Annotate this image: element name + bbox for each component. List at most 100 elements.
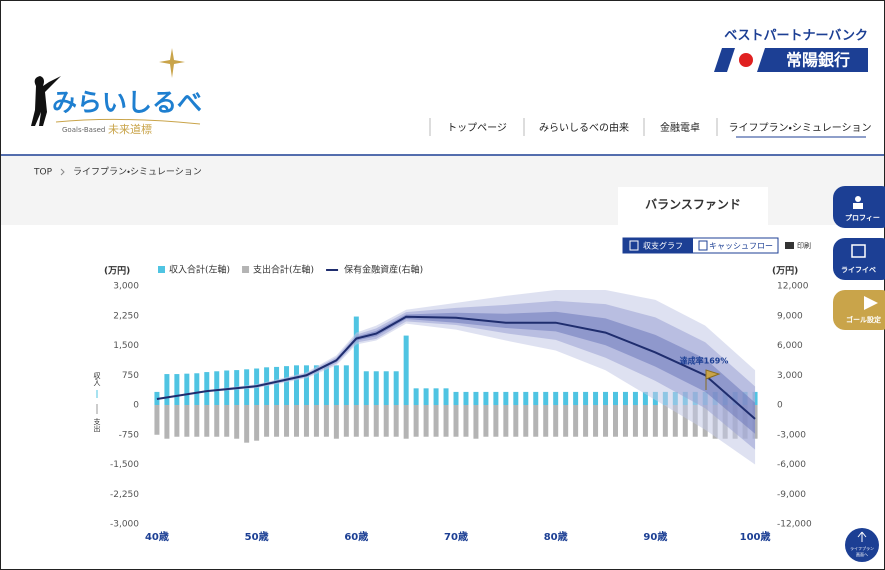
y-tick-label: 0 — [133, 401, 139, 411]
legend-label: 保有金融資産(右軸) — [344, 264, 423, 276]
bar — [174, 405, 179, 437]
y-tick-label: -750 — [119, 430, 140, 440]
icon — [855, 196, 861, 202]
y-tick-label: 750 — [122, 371, 139, 381]
bar — [184, 374, 189, 405]
bar — [503, 405, 508, 437]
bar — [463, 405, 468, 437]
bar — [384, 371, 389, 405]
bar — [593, 405, 598, 437]
bar — [354, 317, 359, 405]
screen: みらいしるべ Goals-Based 未来道標 ベストパートナーバンク 常陽銀行… — [0, 0, 885, 570]
bar — [643, 405, 648, 437]
icon — [853, 203, 863, 209]
nav-link[interactable]: トップページ — [447, 122, 507, 134]
bar — [364, 405, 369, 437]
breadcrumb-current: ライフプラン・シミュレーション — [73, 167, 202, 178]
bar — [663, 405, 668, 437]
bar — [304, 365, 309, 405]
nav-link[interactable]: みらいしるべの由来 — [539, 121, 629, 134]
bar — [174, 374, 179, 405]
toggle-label[interactable]: キャッシュフロー — [709, 242, 773, 251]
bar — [414, 405, 419, 437]
bar — [404, 405, 409, 439]
annotation: 達成率169% — [680, 356, 729, 366]
bar — [623, 405, 628, 437]
y2-tick-label: -12,000 — [777, 520, 812, 530]
bar — [334, 365, 339, 405]
bar — [164, 405, 169, 439]
bar — [563, 392, 568, 405]
bar — [623, 392, 628, 405]
toggle-label[interactable]: 収支グラフ — [643, 241, 683, 251]
y-tick-label: -1,500 — [110, 460, 139, 470]
y-tick-label: -2,250 — [110, 490, 139, 500]
bar — [454, 405, 459, 437]
y-tick-label: 2,250 — [113, 311, 139, 321]
bar — [204, 372, 209, 405]
nav-link[interactable]: 金融電卓 — [660, 121, 700, 134]
bar — [493, 392, 498, 405]
y2-tick-label: 9,000 — [777, 311, 803, 321]
bar — [473, 405, 478, 439]
bar — [434, 405, 439, 437]
bar — [274, 405, 279, 437]
bar — [284, 366, 289, 405]
x-tick-label: 90歳 — [643, 530, 667, 543]
bar — [543, 392, 548, 405]
bar — [553, 405, 558, 437]
bar — [394, 371, 399, 405]
bar — [334, 405, 339, 439]
bar — [194, 373, 199, 405]
print-icon[interactable] — [785, 242, 794, 249]
legend-label: 収入合計(左軸) — [169, 264, 230, 276]
back-to-top-label[interactable]: 画面へ — [856, 552, 868, 557]
side-label[interactable]: ライフイベ — [841, 266, 876, 274]
bank-name[interactable]: 常陽銀行 — [786, 51, 850, 70]
bar — [434, 388, 439, 405]
legend-swatch — [242, 266, 249, 273]
x-tick-label: 80歳 — [544, 530, 568, 543]
tab-label[interactable]: バランスファンド — [645, 198, 741, 212]
x-tick-label: 100歳 — [740, 530, 771, 543]
logo-sub-en: Goals-Based — [62, 126, 105, 134]
y2-tick-label: -6,000 — [777, 460, 806, 470]
bar — [613, 405, 618, 437]
bar — [633, 405, 638, 437]
nav-link-active[interactable]: ライフプラン・シミュレーション — [729, 122, 872, 134]
bar — [463, 392, 468, 405]
side-button[interactable] — [833, 290, 885, 330]
bar — [553, 392, 558, 405]
side-label[interactable]: プロフィー — [845, 213, 880, 222]
bar — [314, 405, 319, 437]
back-to-top-label[interactable]: ライフプラン — [850, 545, 874, 551]
y-tick-label: -3,000 — [110, 520, 139, 530]
bar — [653, 405, 658, 437]
y2-tick-label: -9,000 — [777, 490, 806, 500]
print-label[interactable]: 印刷 — [797, 241, 811, 250]
bar — [224, 405, 229, 437]
bar — [384, 405, 389, 437]
y2-tick-label: 3,000 — [777, 371, 803, 381]
income-direction: 収入 — [93, 371, 101, 387]
bar — [593, 392, 598, 405]
bar — [194, 405, 199, 437]
bar — [184, 405, 189, 437]
bar — [503, 392, 508, 405]
logo-text[interactable]: みらいしるべ — [52, 88, 202, 117]
bar — [444, 405, 449, 437]
bar — [234, 405, 239, 439]
side-label[interactable]: ゴール設定 — [846, 315, 881, 324]
bar — [583, 392, 588, 405]
bar — [633, 392, 638, 405]
bar — [424, 405, 429, 437]
bar — [483, 405, 488, 437]
bar — [304, 405, 309, 437]
breadcrumb-link[interactable]: TOP — [33, 168, 53, 178]
bar — [493, 405, 498, 437]
y2-tick-label: -3,000 — [777, 430, 806, 440]
bar — [394, 405, 399, 437]
bar — [204, 405, 209, 437]
bar — [254, 405, 259, 441]
bar — [424, 388, 429, 405]
